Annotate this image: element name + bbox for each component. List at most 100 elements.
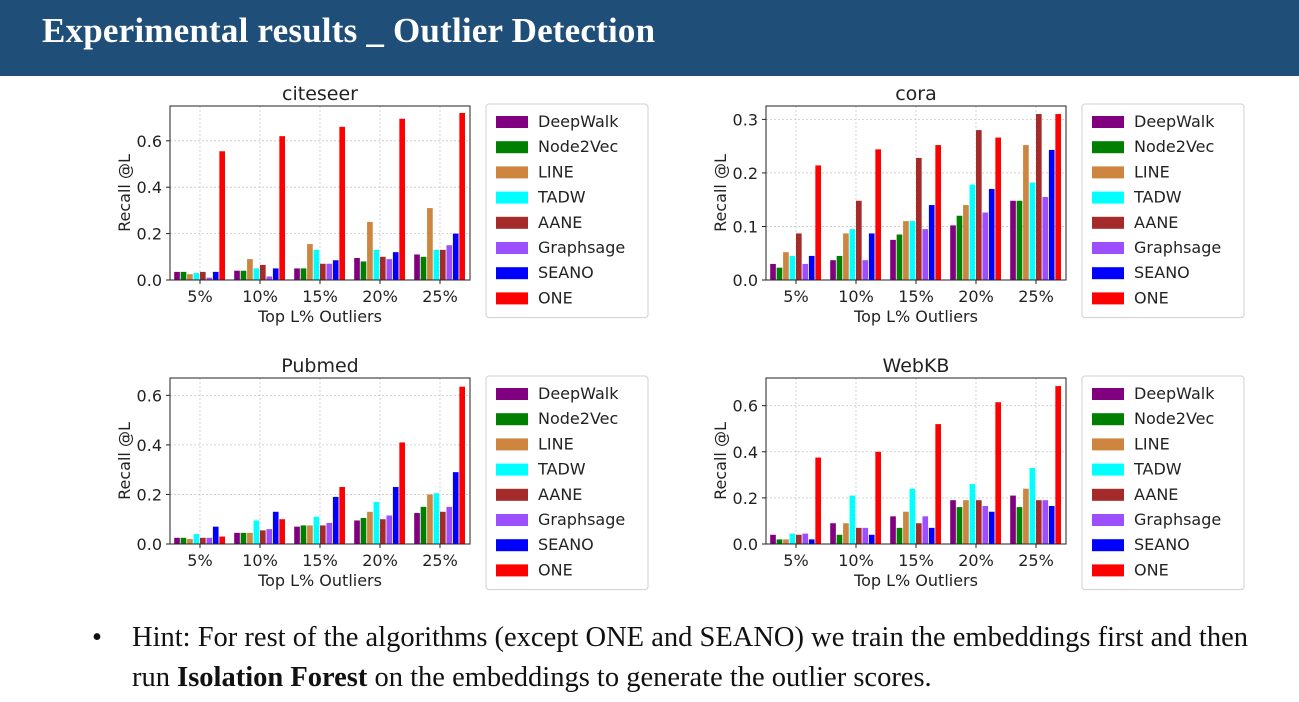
- legend-label-node2vec: Node2Vec: [538, 137, 618, 156]
- bar-seano-10: [272, 268, 279, 280]
- bar-tadw-20: [969, 184, 976, 280]
- ytick-label: 0.0: [733, 271, 758, 290]
- bar-one-15: [339, 487, 345, 544]
- bar-seano-20: [988, 511, 995, 544]
- legend: DeepWalk Node2Vec LINE TADW AANE Graphsage SEA…: [485, 375, 649, 591]
- legend-label-seano: SEANO: [1134, 263, 1190, 282]
- bar-tadw-25: [1029, 182, 1036, 280]
- bar-aane-25: [1036, 114, 1042, 281]
- bar-one-20: [399, 442, 405, 544]
- legend-label-tadw: TADW: [537, 188, 586, 207]
- legend-label-one: ONE: [538, 560, 573, 579]
- bars: [770, 114, 1061, 281]
- bar-one-15: [935, 424, 941, 544]
- legend-swatch-line: [1092, 166, 1124, 179]
- xtick-label: 10%: [242, 287, 278, 306]
- legend-box: [485, 103, 649, 319]
- bar-deepwalk-10: [830, 260, 836, 280]
- legend-swatch-deepwalk: [1092, 116, 1124, 128]
- bar-deepwalk-5: [174, 537, 180, 544]
- bar-aane-15: [916, 157, 922, 280]
- bar-one-5: [219, 536, 225, 544]
- bar-line-25: [427, 208, 433, 280]
- bar-deepwalk-25: [414, 513, 420, 544]
- bar-tadw-20: [969, 484, 976, 544]
- bar-node2vec-5: [776, 539, 783, 544]
- bar-node2vec-5: [776, 267, 783, 280]
- xtick-label: 15%: [302, 287, 338, 306]
- bar-line-10: [247, 532, 253, 544]
- bars: [174, 112, 465, 281]
- hint-sentence: Hint: For rest of the algorithms (except…: [132, 618, 1292, 698]
- y-axis-label: Recall @L: [115, 154, 134, 232]
- bar-aane-10: [856, 200, 862, 280]
- bar-tadw-10: [849, 229, 856, 280]
- bar-node2vec-20: [956, 215, 963, 280]
- bar-line-10: [843, 523, 849, 544]
- bar-seano-5: [212, 271, 219, 280]
- xtick-label: 20%: [958, 287, 994, 306]
- bar-node2vec-20: [956, 507, 963, 544]
- ytick-label: 0.2: [137, 225, 162, 244]
- bar-line-25: [1023, 488, 1029, 544]
- bar-graphsage-25: [446, 506, 453, 544]
- bar-aane-5: [796, 233, 802, 280]
- bar-deepwalk-15: [294, 268, 300, 280]
- bar-deepwalk-25: [414, 254, 420, 280]
- bar-graphsage-15: [922, 229, 929, 280]
- bar-seano-20: [392, 252, 399, 280]
- legend-swatch-one: [1092, 292, 1124, 305]
- bar-deepwalk-10: [830, 523, 836, 544]
- ytick-label: 0.3: [733, 110, 758, 129]
- bar-deepwalk-15: [890, 239, 896, 280]
- xtick-label: 10%: [838, 287, 874, 306]
- bar-deepwalk-20: [950, 500, 956, 544]
- xtick-label: 25%: [422, 551, 458, 570]
- bar-aane-5: [796, 534, 802, 544]
- ytick-label: 0.6: [137, 132, 162, 151]
- bar-node2vec-15: [896, 527, 903, 544]
- x-axis-label: Top L% Outliers: [257, 307, 382, 326]
- bar-aane-20: [380, 256, 386, 280]
- legend-swatch-node2vec: [1092, 413, 1124, 426]
- legend-swatch-graphsage: [496, 242, 528, 254]
- legend-box: [485, 375, 649, 591]
- legend-label-graphsage: Graphsage: [1134, 238, 1221, 257]
- bar-deepwalk-5: [770, 263, 776, 280]
- legend-swatch-line: [496, 166, 528, 179]
- bar-seano-20: [988, 188, 995, 280]
- chart-svg: 0.0 0.2 0.4 0.6 5% 10% 15% 20% 25% citeseer Top L%…: [115, 83, 649, 326]
- bar-tadw-10: [253, 268, 260, 280]
- ytick-label: 0.0: [137, 535, 162, 554]
- bar-node2vec-25: [420, 256, 427, 280]
- legend-label-node2vec: Node2Vec: [538, 409, 618, 428]
- xtick-label: 25%: [1018, 551, 1054, 570]
- bar-one-5: [815, 457, 821, 544]
- bar-one-20: [995, 402, 1001, 544]
- bar-line-5: [187, 539, 193, 544]
- slide-header: Experimental results _ Outlier Detection: [0, 0, 1299, 76]
- legend-swatch-seano: [496, 539, 528, 552]
- x-axis-label: Top L% Outliers: [853, 571, 978, 590]
- bar-node2vec-15: [896, 234, 903, 280]
- ytick-label: 0.4: [733, 443, 758, 462]
- bar-tadw-15: [909, 221, 916, 280]
- bar-node2vec-10: [240, 270, 247, 280]
- legend-swatch-graphsage: [1092, 242, 1124, 254]
- chart-svg: 0.0 0.2 0.4 0.6 5% 10% 15% 20% 25% Pubmed Top L% O…: [115, 355, 649, 591]
- plot-area: [170, 106, 470, 280]
- bar-tadw-15: [313, 249, 320, 280]
- legend-swatch-seano: [1092, 267, 1124, 280]
- bar-tadw-5: [789, 533, 796, 544]
- xtick-label: 15%: [898, 551, 934, 570]
- legend-label-tadw: TADW: [537, 460, 586, 479]
- chart-title: citeseer: [282, 83, 358, 105]
- hint-before: Hint: For rest of the algorithms (except…: [132, 622, 1248, 693]
- bar-one-20: [995, 137, 1001, 280]
- bar-deepwalk-25: [1010, 495, 1016, 544]
- ytick-label: 0.6: [137, 386, 162, 405]
- y-axis-label: Recall @L: [115, 422, 134, 500]
- legend-box: [1081, 103, 1245, 319]
- bar-tadw-5: [193, 534, 200, 544]
- bar-line-25: [1023, 145, 1029, 280]
